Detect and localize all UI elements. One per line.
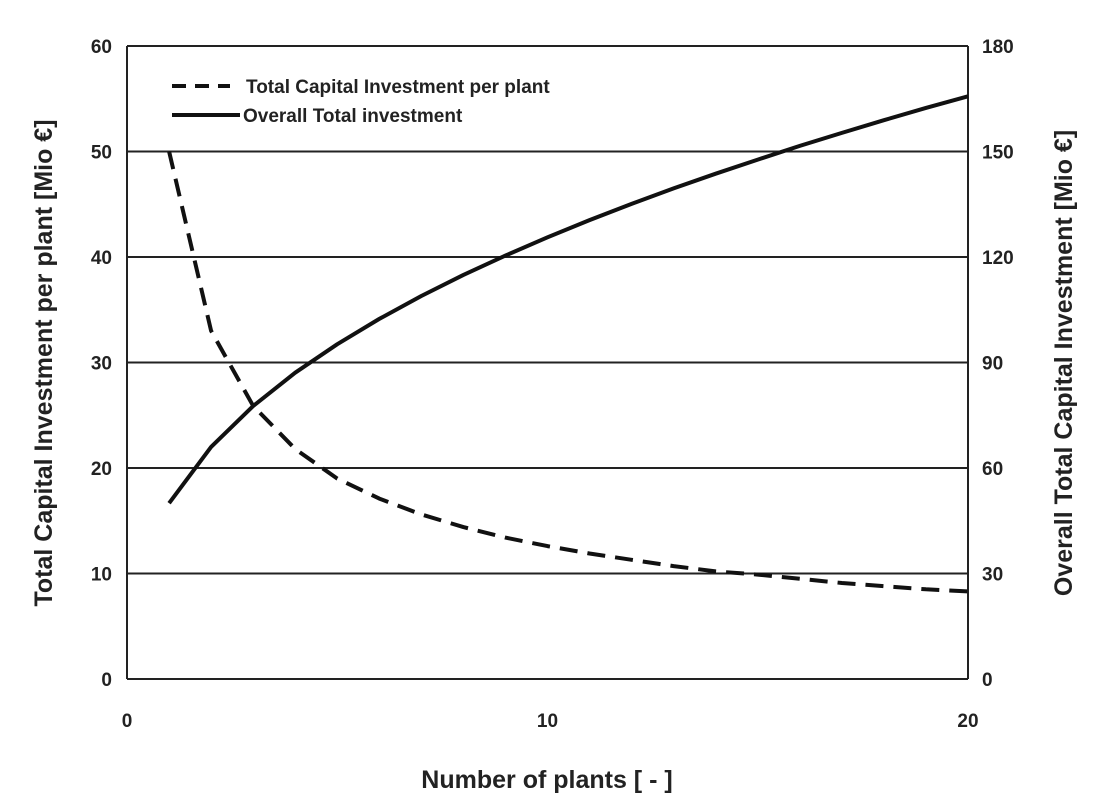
y2-tick-label: 150 — [982, 143, 1014, 164]
y-tick-label: 50 — [91, 143, 112, 164]
legend: Total Capital Investment per plant Overa… — [172, 77, 550, 127]
y-tick-label: 40 — [91, 248, 112, 269]
y2-tick-label: 60 — [982, 459, 1003, 480]
y-tick-label: 20 — [91, 459, 112, 480]
y2-tick-label: 120 — [982, 248, 1014, 269]
y2-tick-label: 90 — [982, 354, 1003, 375]
y-tick-label: 0 — [101, 670, 112, 691]
y-axis-label: Total Capital Investment per plant [Mio … — [30, 119, 58, 606]
x-tick-label: 20 — [957, 711, 978, 732]
y2-tick-label: 0 — [982, 670, 993, 691]
y-tick-label: 10 — [91, 565, 112, 586]
x-axis-label: Number of plants [ - ] — [421, 766, 672, 794]
y-tick-label: 30 — [91, 354, 112, 375]
x-tick-label: 10 — [537, 711, 558, 732]
legend-label-per-plant: Total Capital Investment per plant — [246, 77, 550, 98]
y-tick-label: 60 — [91, 37, 112, 58]
y2-axis-label: Overall Total Capital Investment [Mio €] — [1050, 130, 1078, 596]
y2-tick-label: 30 — [982, 565, 1003, 586]
series-line-per-plant — [167, 151, 969, 594]
y2-tick-label: 180 — [982, 37, 1014, 58]
x-tick-label: 0 — [122, 711, 133, 732]
series-line-overall — [167, 94, 969, 505]
legend-label-overall: Overall Total investment — [243, 106, 463, 127]
